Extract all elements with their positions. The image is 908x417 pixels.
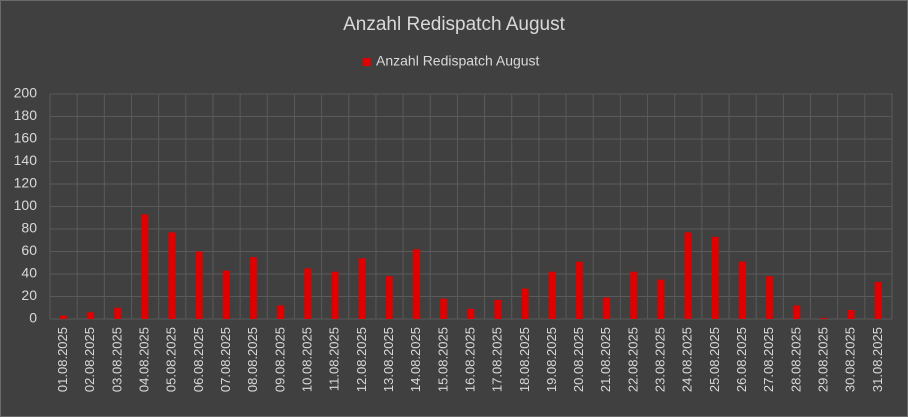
bar bbox=[277, 305, 285, 319]
bar bbox=[60, 315, 68, 319]
bar bbox=[820, 317, 828, 319]
y-tick-label: 100 bbox=[14, 197, 38, 213]
y-tick-label: 120 bbox=[14, 175, 38, 191]
y-tick-label: 40 bbox=[21, 265, 37, 281]
y-tick-label: 80 bbox=[21, 220, 37, 236]
bar bbox=[331, 271, 339, 319]
x-tick-label: 09.08.2025 bbox=[272, 327, 287, 392]
x-tick-label: 20.08.2025 bbox=[571, 327, 586, 392]
y-tick-label: 200 bbox=[14, 85, 38, 101]
x-tick-label: 15.08.2025 bbox=[435, 327, 450, 392]
x-tick-label: 18.08.2025 bbox=[517, 327, 532, 392]
y-tick-label: 20 bbox=[21, 287, 37, 303]
y-tick-label: 160 bbox=[14, 130, 38, 146]
bar bbox=[521, 288, 529, 319]
bar bbox=[576, 261, 584, 319]
x-tick-label: 08.08.2025 bbox=[245, 327, 260, 392]
x-tick-label: 16.08.2025 bbox=[462, 327, 477, 392]
bar bbox=[168, 232, 176, 319]
legend-swatch bbox=[363, 58, 371, 66]
x-tick-label: 04.08.2025 bbox=[137, 327, 152, 392]
x-tick-label: 07.08.2025 bbox=[218, 327, 233, 392]
bar bbox=[440, 298, 448, 319]
bar bbox=[250, 257, 258, 319]
x-tick-label: 29.08.2025 bbox=[816, 327, 831, 392]
bar bbox=[630, 271, 638, 319]
x-tick-label: 30.08.2025 bbox=[843, 327, 858, 392]
x-tick-label: 19.08.2025 bbox=[544, 327, 559, 392]
x-tick-label: 05.08.2025 bbox=[164, 327, 179, 392]
bar bbox=[114, 307, 122, 319]
x-tick-label: 17.08.2025 bbox=[490, 327, 505, 392]
x-tick-label: 27.08.2025 bbox=[761, 327, 776, 392]
x-tick-label: 31.08.2025 bbox=[870, 327, 885, 392]
x-tick-label: 11.08.2025 bbox=[327, 327, 342, 391]
bar bbox=[386, 276, 394, 319]
bar bbox=[304, 268, 312, 319]
bar bbox=[223, 270, 231, 319]
x-tick-label: 14.08.2025 bbox=[408, 327, 423, 392]
bar bbox=[684, 232, 692, 319]
bar bbox=[358, 258, 366, 319]
x-tick-label: 22.08.2025 bbox=[625, 327, 640, 392]
bar bbox=[874, 281, 882, 319]
bar bbox=[711, 236, 719, 319]
x-tick-label: 23.08.2025 bbox=[653, 327, 668, 392]
y-tick-label: 140 bbox=[14, 152, 38, 168]
bar bbox=[87, 312, 95, 319]
bar bbox=[413, 249, 421, 319]
bar bbox=[793, 305, 801, 319]
bar bbox=[195, 251, 203, 319]
x-tick-label: 01.08.2025 bbox=[55, 327, 70, 392]
bar bbox=[603, 297, 611, 319]
x-tick-label: 06.08.2025 bbox=[191, 327, 206, 392]
x-tick-label: 28.08.2025 bbox=[788, 327, 803, 392]
x-tick-label: 25.08.2025 bbox=[707, 327, 722, 392]
x-tick-label: 12.08.2025 bbox=[354, 327, 369, 392]
bar bbox=[141, 214, 149, 319]
bar bbox=[548, 271, 556, 319]
y-tick-label: 180 bbox=[14, 107, 38, 123]
bar bbox=[467, 308, 475, 319]
bar bbox=[847, 310, 855, 319]
bar bbox=[766, 276, 774, 319]
chart-title: Anzahl Redispatch August bbox=[343, 14, 566, 35]
bar bbox=[494, 299, 502, 319]
x-tick-label: 21.08.2025 bbox=[598, 327, 613, 392]
x-tick-label: 24.08.2025 bbox=[680, 327, 695, 392]
y-tick-label: 0 bbox=[29, 310, 37, 326]
bar bbox=[657, 279, 665, 319]
x-tick-label: 10.08.2025 bbox=[299, 327, 314, 392]
x-tick-label: 26.08.2025 bbox=[734, 327, 749, 392]
y-tick-label: 60 bbox=[21, 242, 37, 258]
x-tick-label: 02.08.2025 bbox=[82, 327, 97, 392]
x-tick-label: 03.08.2025 bbox=[109, 327, 124, 392]
x-tick-label: 13.08.2025 bbox=[381, 327, 396, 392]
legend-label: Anzahl Redispatch August bbox=[376, 53, 540, 69]
bar bbox=[739, 261, 747, 319]
